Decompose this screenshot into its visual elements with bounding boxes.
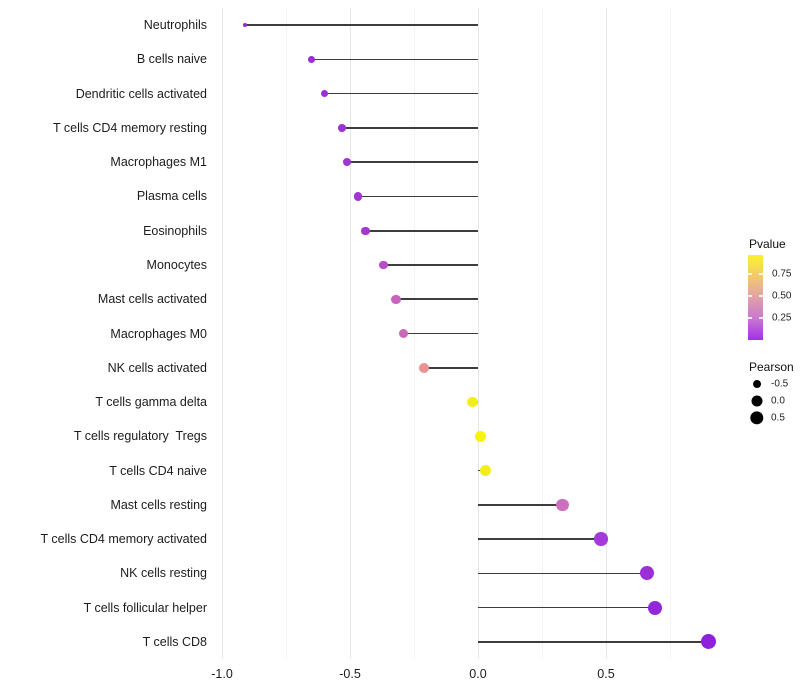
x-axis-tick-label: 0.0 <box>469 667 487 681</box>
lollipop-stem <box>396 298 478 301</box>
pvalue-tick-mark <box>759 317 763 320</box>
gridline-minor <box>669 8 671 659</box>
legend-pvalue-title: Pvalue <box>749 237 786 251</box>
y-axis-category-label: Mast cells resting <box>110 497 207 512</box>
x-axis-tick-label: -0.5 <box>339 667 361 681</box>
y-axis-category-label: NK cells activated <box>107 360 207 375</box>
lollipop-stem <box>347 161 478 163</box>
lollipop-dot <box>700 634 716 650</box>
gridline-minor <box>541 8 543 659</box>
lollipop-stem <box>478 504 563 506</box>
pvalue-tick-mark <box>748 295 752 298</box>
lollipop-dot <box>639 566 654 581</box>
y-axis-category-label: T cells CD8 <box>142 634 207 649</box>
pearson-legend-label: 0.0 <box>771 395 785 407</box>
lollipop-stem <box>245 24 478 26</box>
lollipop-dot <box>378 260 388 270</box>
lollipop-stem <box>424 366 478 369</box>
y-axis-category-label: T cells CD4 naive <box>109 463 207 478</box>
pvalue-tick-label: 0.75 <box>772 268 792 280</box>
gridline-minor <box>285 8 287 659</box>
pvalue-gradient-bar <box>748 255 763 340</box>
lollipop-stem <box>478 572 647 575</box>
y-axis-category-label: T cells CD4 memory resting <box>53 120 207 135</box>
lollipop-stem <box>324 92 478 95</box>
lollipop-stem <box>478 606 655 609</box>
pearson-legend-dot <box>753 380 761 388</box>
lollipop-dot <box>480 464 492 477</box>
pvalue-tick-label: 0.50 <box>772 290 792 302</box>
gridline-major <box>477 8 479 659</box>
lollipop-dot <box>243 23 248 28</box>
lollipop-dot <box>391 294 401 304</box>
lollipop-stem <box>342 127 478 129</box>
y-axis-category-label: Macrophages M1 <box>110 155 207 170</box>
y-axis-category-label: Dendritic cells activated <box>75 86 207 101</box>
pearson-legend-label: 0.5 <box>771 412 785 424</box>
plot-panel <box>213 8 731 659</box>
pearson-legend-label: -0.5 <box>771 378 789 390</box>
y-axis-category-label: Neutrophils <box>143 18 207 33</box>
y-axis-category-label: Mast cells activated <box>97 292 207 307</box>
lollipop-dot <box>419 362 430 373</box>
lollipop-stem <box>365 229 478 232</box>
x-axis-tick-label: -1.0 <box>211 667 233 681</box>
lollipop-dot <box>353 192 362 201</box>
lollipop-stem <box>403 332 478 335</box>
legend-pearson-title: Pearson <box>749 360 794 374</box>
lollipop-dot <box>475 430 487 442</box>
y-axis-labels: Neutrophils B cells naive Dendritic cells … <box>0 8 208 659</box>
lollipop-dot <box>361 226 370 235</box>
y-axis-category-label: B cells naive <box>136 52 207 67</box>
lollipop-stem <box>478 538 601 540</box>
gridline-major <box>221 8 223 659</box>
lollipop-stem <box>478 641 709 643</box>
y-axis-category-label: Monocytes <box>146 257 207 272</box>
y-axis-category-label: NK cells resting <box>120 566 207 581</box>
y-axis-category-label: Plasma cells <box>136 189 207 204</box>
pvalue-tick-mark <box>748 273 752 276</box>
lollipop-dot <box>594 532 608 546</box>
pvalue-tick-mark <box>759 295 763 298</box>
y-axis-category-label: T cells gamma delta <box>95 395 207 410</box>
lollipop-dot <box>338 124 347 132</box>
lollipop-dot <box>343 158 352 167</box>
pvalue-tick-mark <box>748 317 752 320</box>
lollipop-stem <box>311 58 478 61</box>
pearson-legend-dot <box>751 395 763 407</box>
y-axis-category-label: Eosinophils <box>143 223 207 238</box>
lollipop-stem <box>357 195 478 198</box>
y-axis-category-label: T cells CD4 memory activated <box>40 532 208 547</box>
lollipop-dot <box>647 600 662 615</box>
lollipop-dot <box>467 396 479 408</box>
lollipop-dot <box>308 55 315 63</box>
pvalue-tick-mark <box>759 273 763 276</box>
pvalue-tick-label: 0.25 <box>772 312 792 324</box>
gridline-major <box>349 8 351 659</box>
lollipop-dot <box>320 90 328 98</box>
x-axis-tick-label: 0.5 <box>597 667 615 681</box>
pearson-legend-dot <box>750 411 764 425</box>
lollipop-dot <box>399 328 409 339</box>
y-axis-category-label: T cells regulatory Tregs <box>73 429 207 444</box>
lollipop-stem <box>383 264 478 266</box>
gridline-major <box>605 8 607 659</box>
lollipop-dot <box>556 498 569 512</box>
y-axis-category-label: T cells follicular helper <box>83 600 207 615</box>
y-axis-category-label: Macrophages M0 <box>110 326 207 341</box>
